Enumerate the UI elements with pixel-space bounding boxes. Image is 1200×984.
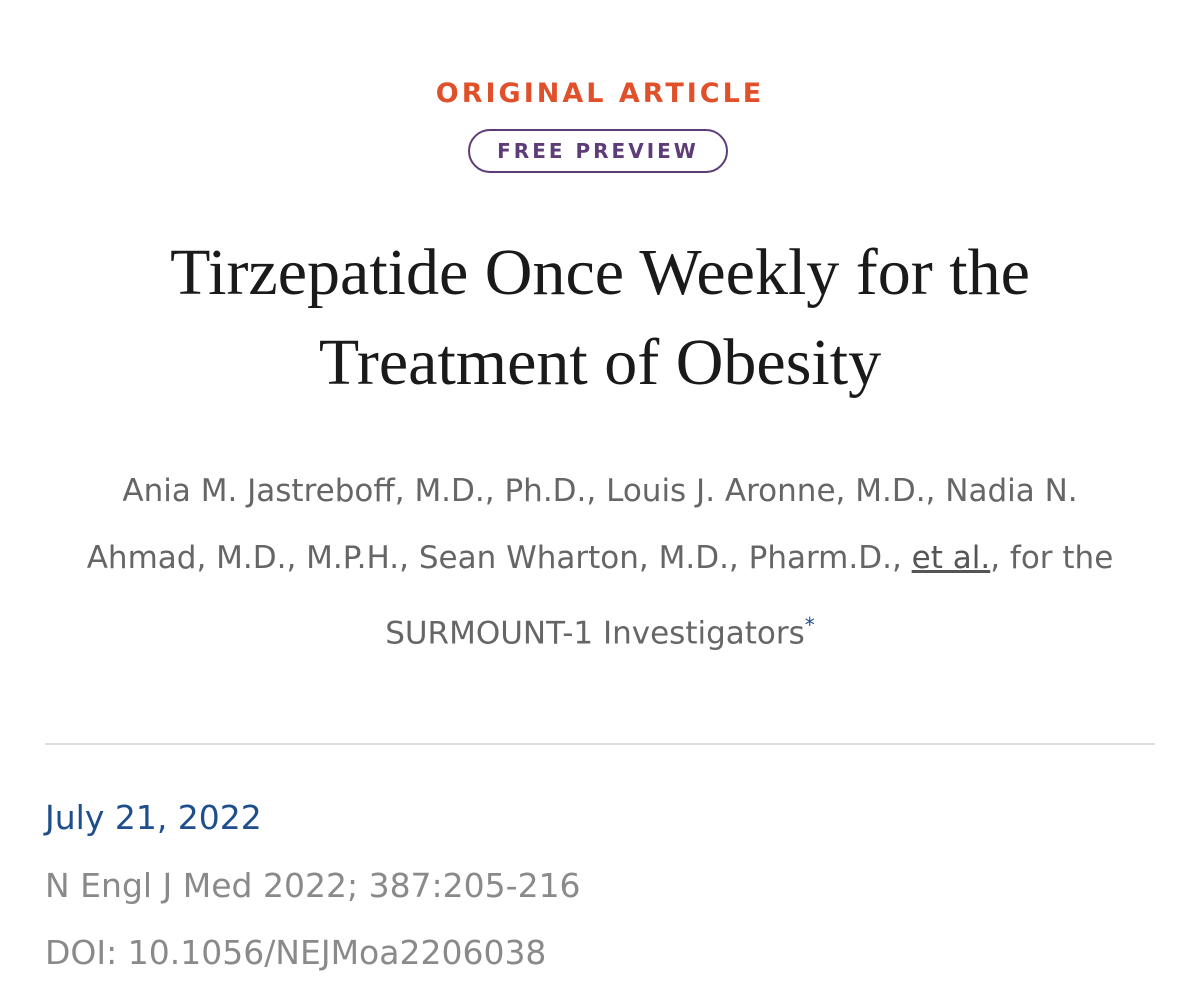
author-group: , for the SURMOUNT-1 Investigators xyxy=(385,540,1114,652)
footnote-mark[interactable]: * xyxy=(804,613,815,637)
authors: Ania M. Jastreboff, M.D., Ph.D., Louis J… xyxy=(80,458,1120,667)
publication-date: July 21, 2022 xyxy=(45,798,262,837)
free-preview-badge: FREE PREVIEW xyxy=(468,129,728,173)
citation: N Engl J Med 2022; 387:205-216 xyxy=(45,866,581,905)
title-line: Tirzepatide Once Weekly for the xyxy=(170,236,1030,309)
author-names: Ania M. Jastreboff, M.D., Ph.D., Louis J… xyxy=(86,473,1078,576)
title: Tirzepatide Once Weekly for the Treatmen… xyxy=(0,228,1200,408)
article-type: ORIGINAL ARTICLE xyxy=(435,78,765,109)
divider xyxy=(45,743,1155,745)
et-al-link[interactable]: et al. xyxy=(911,540,991,576)
doi: DOI: 10.1056/NEJMoa2206038 xyxy=(45,933,547,972)
title-line: Treatment of Obesity xyxy=(318,326,882,399)
